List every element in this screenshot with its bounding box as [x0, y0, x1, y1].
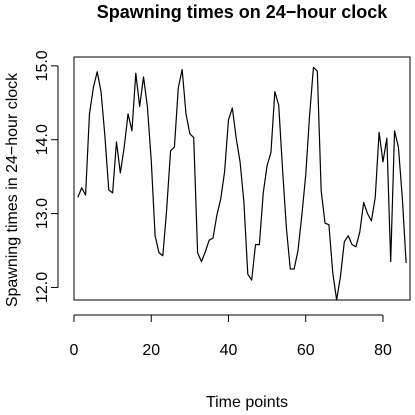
y-tick-label: 14.0 [34, 124, 51, 155]
x-tick-label: 20 [142, 342, 160, 359]
y-axis-label: Spawning times in 24−hour clock [4, 72, 21, 307]
x-tick-label: 80 [374, 342, 392, 359]
x-tick-label: 40 [220, 342, 238, 359]
plot-frame [73, 56, 411, 301]
x-tick-label: 0 [70, 342, 79, 359]
x-axis-label: Time points [206, 394, 288, 411]
series-group [77, 66, 407, 301]
y-tick-label: 12.0 [34, 272, 51, 303]
x-axis: 0 20 40 60 80 [70, 314, 392, 359]
y-tick-label: 13.0 [34, 198, 51, 229]
x-tick-label: 60 [297, 342, 315, 359]
series-line [77, 66, 407, 301]
y-axis: 12.0 13.0 14.0 15.0 [34, 50, 59, 303]
y-tick-label: 15.0 [34, 50, 51, 81]
chart-title: Spawning times on 24−hour clock [97, 2, 389, 22]
